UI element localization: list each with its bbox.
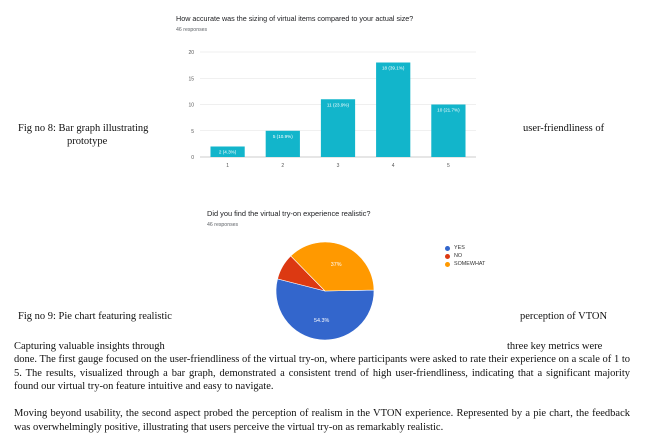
x-tick-label: 2 [281,163,284,169]
x-tick-label: 4 [392,163,395,169]
bar-chart-responses: 46 responses [176,27,208,33]
bar-data-label: 2 (4.3%) [219,150,237,155]
bar [376,62,411,157]
bar-chart-title: How accurate was the sizing of virtual i… [176,14,414,23]
y-tick-label: 10 [188,103,194,109]
fig9-caption-right: perception of VTON [520,311,608,322]
legend-item-yes: YES [445,244,485,252]
y-tick-label: 20 [188,50,194,56]
legend-item-no: NO [445,252,485,260]
body-paragraph-1: done. The first gauge focused on the use… [14,354,630,393]
y-tick-label: 15 [188,76,194,82]
body-paragraph-2: Moving beyond usability, the second aspe… [14,408,630,433]
y-tick-label: 5 [191,129,194,135]
bar-data-label: 10 (21.7%) [437,108,460,113]
bar-data-label: 18 (39.1%) [382,66,405,71]
bar [320,99,356,157]
x-tick-label: 1 [226,163,229,169]
y-tick-label: 0 [191,155,194,161]
pie-chart-responses: 46 responses [207,222,239,228]
pie-slice-label: 37% [331,262,342,268]
pie-slice [275,278,375,341]
fig8-caption-right: user-friendliness of [523,123,605,134]
legend-swatch-somewhat [445,261,450,267]
pie-slice-label: 54.3% [314,318,329,324]
x-tick-label: 5 [447,163,450,169]
bar-data-label: 11 (23.9%) [327,102,350,107]
fig8-caption-left: Fig no 8: Bar graph illustrating [18,123,149,134]
bar [431,104,466,157]
legend-label-somewhat: SOMEWHAT [454,261,486,267]
fig9-caption-left: Fig no 9: Pie chart featuring realistic [18,311,172,322]
pie-chart-title: Did you find the virtual try-on experien… [207,209,371,218]
fig8-caption-left-2: prototype [67,136,108,147]
bar [265,130,300,157]
legend-label-yes: YES [454,245,465,251]
legend-swatch-no [445,253,450,259]
legend-item-somewhat: SOMEWHAT [445,260,485,268]
x-tick-label: 3 [337,163,340,169]
legend-swatch-yes [445,245,450,251]
body-line1-right: three key metrics were [507,341,603,352]
bar [210,146,245,157]
body-line1-left: Capturing valuable insights through [14,341,165,352]
pie-chart: 54.3% 37% [275,241,375,341]
pie-legend: YES NO SOMEWHAT [445,244,485,268]
legend-label-no: NO [454,253,463,259]
bar-data-label: 5 (10.9%) [273,134,293,139]
bar-chart: 0 5 10 15 20 2 (4.3%) 1 5 (10.9%) 2 11 (23.9%) 3 18… [188,50,476,169]
pie-slice [290,241,375,292]
